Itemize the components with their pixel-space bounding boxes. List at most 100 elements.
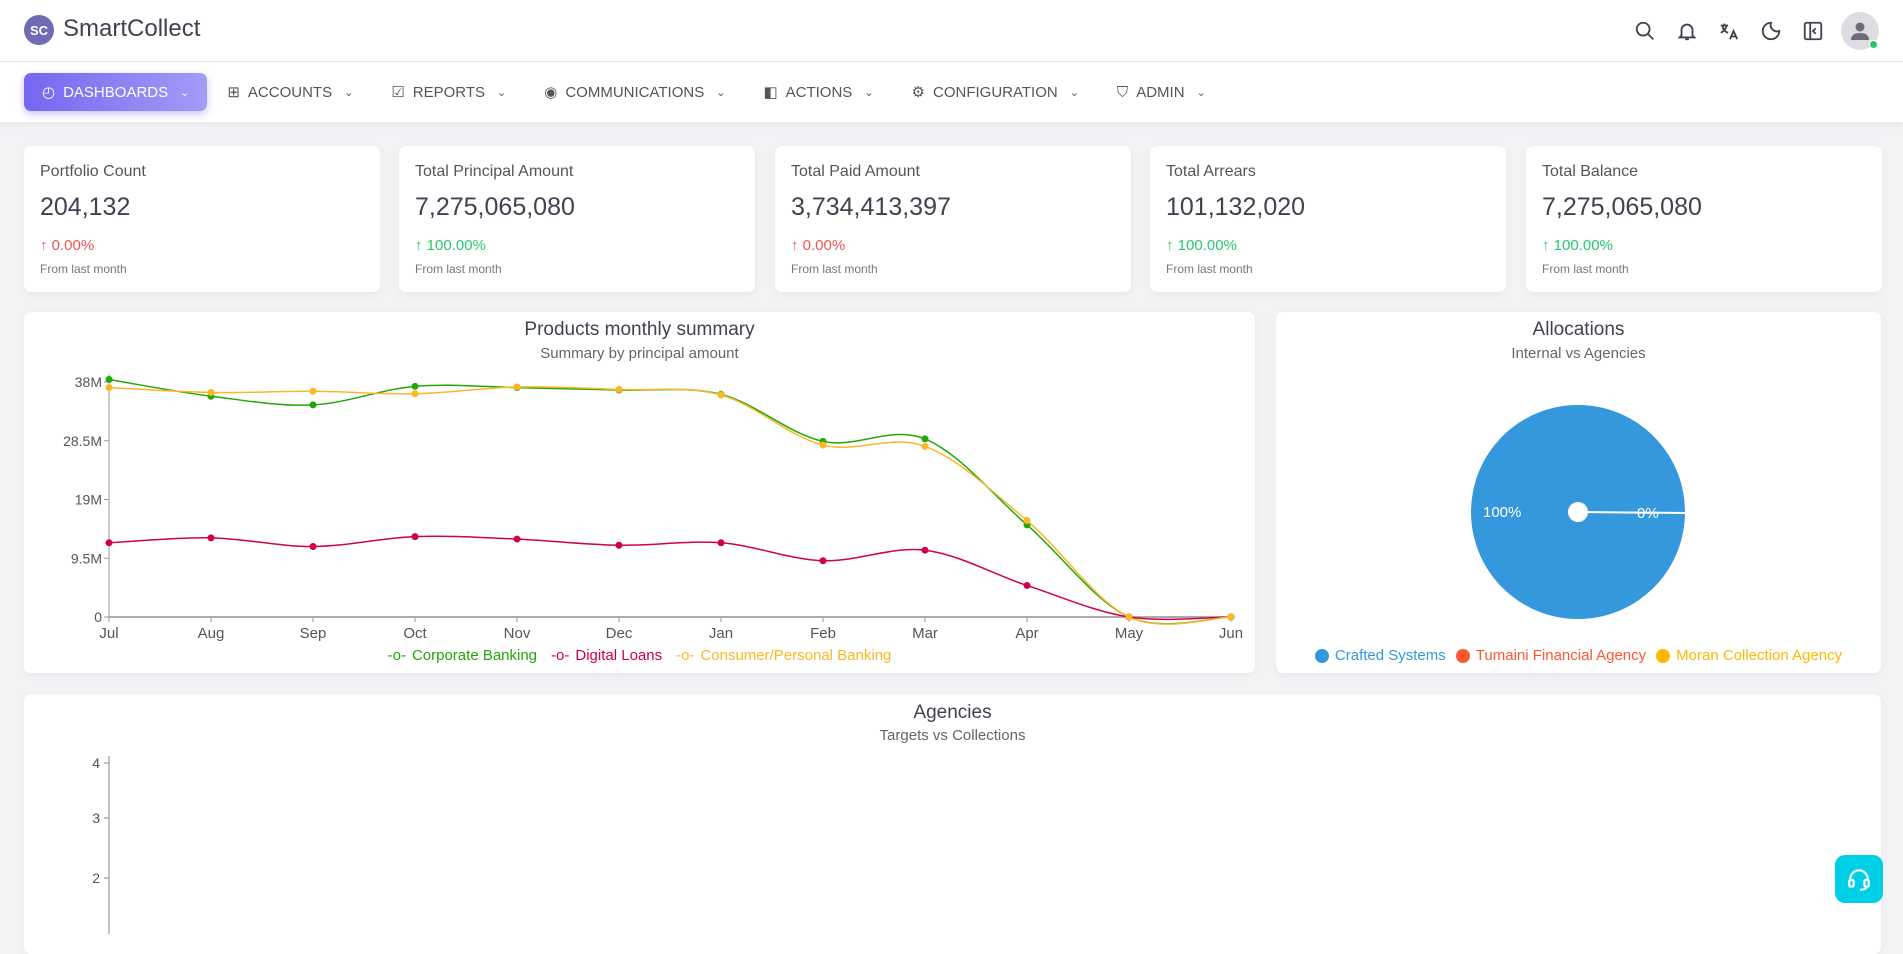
legend-item-digital-loans[interactable]: -o- Digital Loans bbox=[551, 647, 663, 664]
user-avatar[interactable] bbox=[1841, 12, 1879, 50]
nav-label: Reports bbox=[412, 83, 486, 101]
stat-card-total-principal: Total Principal Amount 7,275,065,080 ↑ 1… bbox=[399, 146, 755, 292]
nav-dashboards[interactable]: ◴ Dashboards ⌄ bbox=[24, 73, 208, 111]
top-header: SC SmartCollect bbox=[0, 0, 1903, 62]
dashboard-icon: ◴ bbox=[42, 84, 56, 101]
main-nav: ◴ Dashboards ⌄ ⊞ Accounts ⌄ ☑ Reports ⌄ ◉ Commu… bbox=[0, 62, 1903, 122]
legend-item-corporate-banking[interactable]: -o- Corporate Banking bbox=[387, 647, 538, 664]
stat-card-portfolio-count: Portfolio Count 204,132 ↑ 0.00% From las… bbox=[24, 146, 380, 292]
stat-card-total-balance: Total Balance 7,275,065,080 ↑ 100.00% Fr… bbox=[1526, 146, 1882, 292]
shield-icon: ⛉ bbox=[1116, 83, 1129, 101]
actions-icon: ◧ bbox=[763, 84, 778, 101]
data-point bbox=[1125, 613, 1133, 621]
data-point bbox=[615, 385, 623, 393]
series-line-corporate-banking bbox=[108, 378, 1232, 625]
data-point bbox=[1227, 613, 1235, 621]
x-tick-label: Sep bbox=[300, 625, 327, 642]
y-tick-label: 9.5M bbox=[71, 550, 102, 566]
chart-subtitle: Summary by principal amount bbox=[540, 345, 739, 362]
x-tick-label: Aug bbox=[198, 625, 225, 642]
stat-label: Total Balance bbox=[1542, 163, 1639, 180]
pie-slice-tumaini-financial-agency[interactable] bbox=[1577, 511, 1686, 514]
y-tick-label: 3 bbox=[92, 810, 100, 826]
nav-label: Configuration bbox=[932, 83, 1058, 101]
stat-label: Total Principal Amount bbox=[415, 163, 574, 180]
stat-value: 3,734,413,397 bbox=[791, 193, 951, 221]
chart-title: Agencies bbox=[913, 702, 992, 723]
chevron-down-icon: ⌄ bbox=[1069, 86, 1079, 99]
stat-sub: From last month bbox=[40, 262, 127, 276]
stat-card-total-paid: Total Paid Amount 3,734,413,397 ↑ 0.00% … bbox=[775, 146, 1131, 292]
y-tick-label: 38M bbox=[75, 374, 102, 390]
grid-plus-icon: ⊞ bbox=[227, 84, 240, 101]
stat-label: Portfolio Count bbox=[40, 163, 146, 180]
data-point bbox=[411, 533, 419, 541]
moon-icon[interactable] bbox=[1757, 17, 1785, 45]
nav-label: Communications bbox=[565, 83, 705, 101]
chart-title: Products monthly summary bbox=[524, 319, 755, 340]
data-point bbox=[921, 442, 929, 450]
gear-icon: ⚙ bbox=[911, 84, 925, 101]
online-status-dot bbox=[1869, 40, 1878, 49]
pie-center-dot bbox=[1568, 502, 1588, 522]
stat-change: ↑ 0.00% bbox=[40, 237, 95, 254]
y-tick-label: 0 bbox=[94, 609, 102, 625]
data-point bbox=[1023, 581, 1031, 589]
line-chart: 0 9.5M 19M 28.5M 38M Jul Aug Sep Oct Nov Dec Jan Feb… bbox=[63, 374, 1243, 642]
stat-change: ↑ 0.00% bbox=[791, 237, 846, 254]
x-tick-label: Oct bbox=[403, 625, 427, 642]
nav-label: Admin bbox=[1136, 83, 1185, 101]
x-tick-label: Jan bbox=[709, 625, 733, 642]
data-point bbox=[105, 376, 113, 384]
stat-sub: From last month bbox=[1542, 262, 1629, 276]
stat-sub: From last month bbox=[1166, 262, 1253, 276]
data-point bbox=[717, 539, 725, 547]
stat-label: Total Paid Amount bbox=[791, 163, 920, 180]
stat-sub: From last month bbox=[791, 262, 878, 276]
nav-configuration[interactable]: ⚙ Configuration ⌄ bbox=[894, 73, 1097, 111]
data-point bbox=[819, 441, 827, 449]
pie-chart: 100% 0% bbox=[1471, 405, 1686, 619]
data-point bbox=[207, 534, 215, 542]
logo-text: SC bbox=[29, 22, 49, 38]
nav-admin[interactable]: ⛉ Admin ⌄ bbox=[1099, 73, 1224, 111]
nav-communications[interactable]: ◉ Communications ⌄ bbox=[526, 73, 743, 111]
legend-item-moran[interactable]: Moran Collection Agency bbox=[1656, 647, 1842, 664]
app-title[interactable]: SmartCollect bbox=[63, 15, 201, 42]
data-point bbox=[819, 557, 827, 565]
translate-icon[interactable] bbox=[1715, 17, 1743, 45]
data-point bbox=[411, 390, 419, 398]
data-point bbox=[411, 382, 419, 390]
app-logo[interactable]: SC bbox=[24, 15, 54, 45]
sidebar-collapse-icon[interactable] bbox=[1799, 17, 1827, 45]
legend-item-tumaini[interactable]: Tumaini Financial Agency bbox=[1455, 647, 1646, 664]
search-icon[interactable] bbox=[1631, 17, 1659, 45]
y-tick-label: 28.5M bbox=[63, 433, 102, 449]
nav-label: Accounts bbox=[247, 83, 333, 101]
data-point bbox=[309, 401, 317, 409]
checkbox-icon: ☑ bbox=[391, 84, 405, 101]
allocations-chart-card: Allocations Internal vs Agencies 100% 0%… bbox=[1276, 312, 1881, 673]
stat-change: ↑ 100.00% bbox=[415, 237, 486, 254]
x-tick-label: Mar bbox=[912, 625, 938, 642]
nav-accounts[interactable]: ⊞ Accounts ⌄ bbox=[209, 73, 371, 111]
bell-icon[interactable] bbox=[1673, 17, 1701, 45]
data-point bbox=[513, 535, 521, 543]
legend-item-crafted-systems[interactable]: Crafted Systems bbox=[1314, 647, 1446, 664]
stat-label: Total Arrears bbox=[1166, 163, 1256, 180]
data-point bbox=[921, 546, 929, 554]
support-headset-button[interactable] bbox=[1835, 855, 1883, 903]
nav-label: Dashboards bbox=[63, 83, 169, 101]
stat-change: ↑ 100.00% bbox=[1166, 237, 1237, 254]
legend-item-consumer-banking[interactable]: -o- Consumer/Personal Banking bbox=[676, 647, 892, 664]
data-point bbox=[1023, 517, 1031, 525]
data-point bbox=[615, 541, 623, 549]
stat-value: 7,275,065,080 bbox=[415, 193, 575, 221]
nav-actions[interactable]: ◧ Actions ⌄ bbox=[745, 73, 891, 111]
nav-reports[interactable]: ☑ Reports ⌄ bbox=[373, 73, 524, 111]
data-point bbox=[105, 384, 113, 392]
chart-subtitle: Targets vs Collections bbox=[879, 727, 1026, 744]
y-tick-label: 19M bbox=[75, 492, 102, 508]
pie-legend: Crafted Systems Tumaini Financial Agency… bbox=[1276, 647, 1881, 664]
series-line-consumer-personal-banking bbox=[108, 386, 1232, 625]
